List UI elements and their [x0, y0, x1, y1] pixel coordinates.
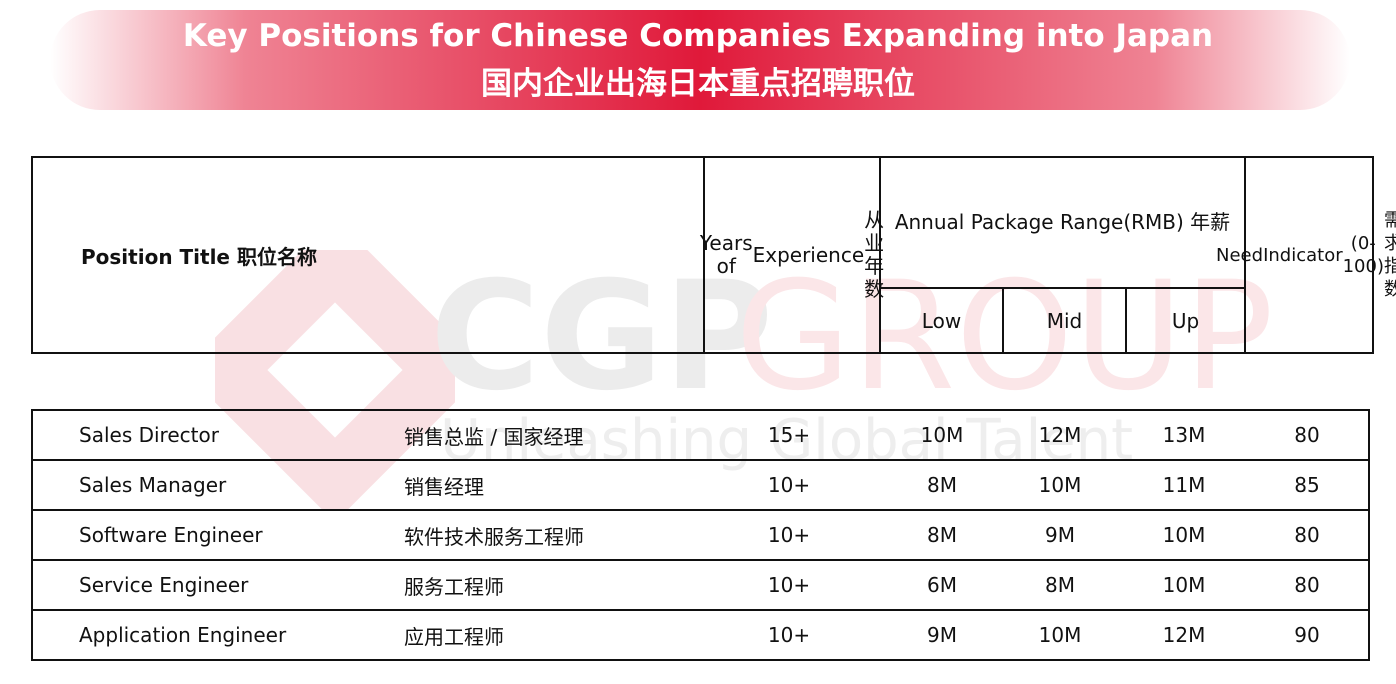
table-cell: 13M — [1162, 423, 1206, 447]
header-cell: Position Title 职位名称 — [31, 156, 705, 354]
table-cell: 9M — [927, 623, 957, 647]
header-cell: Need Indicator (0-100) 需求指数 — [1216, 156, 1396, 354]
header-cell: Years of Experience 从业年数 — [699, 156, 884, 354]
table-cell: 9M — [1045, 523, 1075, 547]
table-cell: 11M — [1162, 473, 1206, 497]
table-cell: 10+ — [767, 473, 811, 497]
table-cell: Application Engineer — [79, 623, 287, 647]
watermark-tagline: Unleashing Global Talent — [440, 408, 1134, 473]
header-cell: Low — [879, 287, 1004, 354]
table-cell: 应用工程师 — [404, 624, 504, 649]
table-cell: 服务工程师 — [404, 574, 504, 599]
table-cell: 15+ — [767, 423, 811, 447]
table-row — [31, 609, 1370, 661]
table-cell: 80 — [1294, 523, 1320, 547]
header-line: Years of — [699, 231, 753, 278]
table-cell: 软件技术服务工程师 — [404, 524, 584, 549]
table-cell: 10+ — [767, 573, 811, 597]
header-line: 需求指数 — [1383, 210, 1396, 300]
table-cell: 销售总监 / 国家经理 — [404, 424, 584, 449]
table-cell: 10+ — [767, 623, 811, 647]
table-cell: 90 — [1294, 623, 1320, 647]
table-cell: Software Engineer — [79, 523, 263, 547]
table-cell: 10M — [1038, 473, 1082, 497]
table-cell: 8M — [1045, 573, 1075, 597]
table-cell: 10M — [1162, 523, 1206, 547]
header-line: (RMB) 年薪 — [1123, 210, 1231, 234]
header-cell: Annual Package Range (RMB) 年薪 — [879, 156, 1246, 289]
table-cell: 80 — [1294, 423, 1320, 447]
title: Key Positions for Chinese Companies Expa… — [182, 18, 1214, 54]
header-line: Annual Package Range — [894, 210, 1124, 234]
table-cell: 80 — [1294, 573, 1320, 597]
subtitle: 国内企业出海日本重点招聘职位 — [481, 66, 915, 102]
table-cell: 8M — [927, 523, 957, 547]
table-cell: 12M — [1038, 423, 1082, 447]
header-line: Indicator — [1263, 244, 1343, 266]
table-cell: 10M — [1038, 623, 1082, 647]
watermark-brand: CGP — [430, 250, 774, 424]
table-cell: Service Engineer — [79, 573, 249, 597]
header-line: (0-100) — [1342, 233, 1384, 277]
header-cell: Mid — [1002, 287, 1127, 354]
table-cell: 8M — [927, 473, 957, 497]
table-cell: 12M — [1162, 623, 1206, 647]
watermark-logo — [215, 250, 455, 510]
header-line: Experience — [752, 242, 865, 267]
table-cell: 10M — [1162, 573, 1206, 597]
table-cell: 6M — [927, 573, 957, 597]
table-cell: Sales Manager — [79, 473, 227, 497]
table-cell: 10M — [920, 423, 964, 447]
table-cell: 85 — [1294, 473, 1320, 497]
header-cell: Up — [1125, 287, 1246, 354]
title-banner — [50, 10, 1350, 110]
table-cell: 销售经理 — [404, 474, 484, 499]
header-line: Need — [1216, 244, 1264, 266]
table-cell: 10+ — [767, 523, 811, 547]
table-cell: Sales Director — [79, 423, 219, 447]
